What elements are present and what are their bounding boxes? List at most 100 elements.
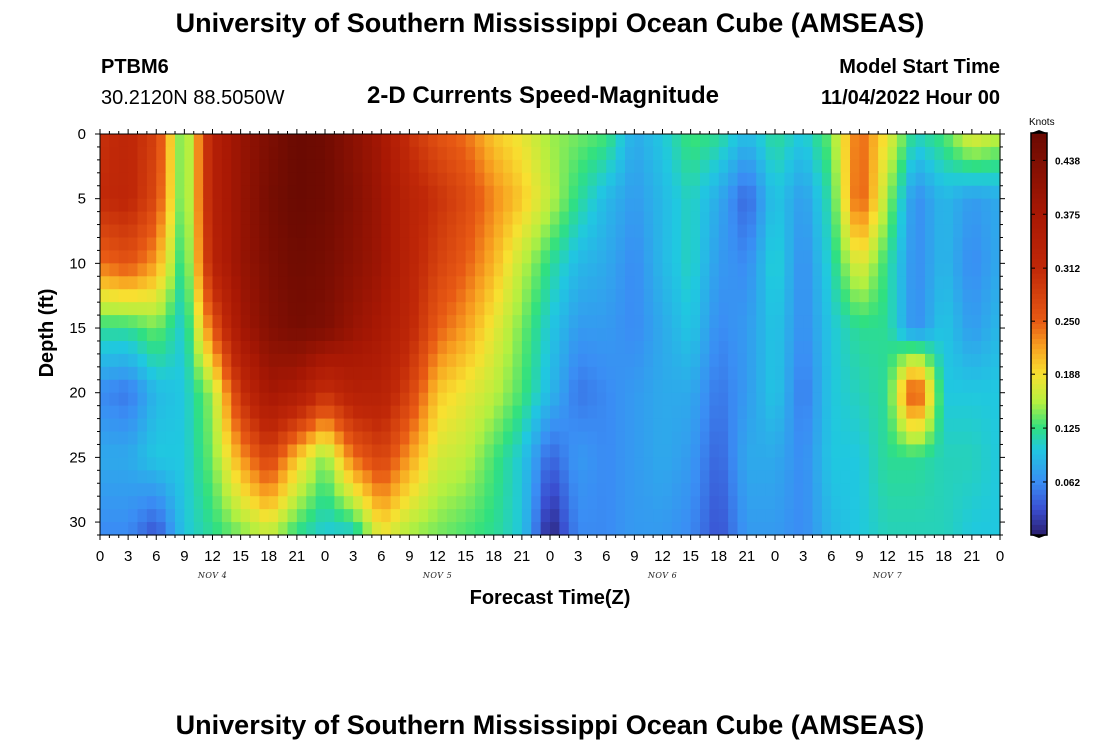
heatmap-cell bbox=[203, 250, 214, 264]
heatmap-cell bbox=[643, 431, 654, 446]
heatmap-cell bbox=[418, 431, 429, 446]
heatmap-cell bbox=[428, 405, 439, 420]
heatmap-cell bbox=[803, 315, 814, 329]
heatmap-cell bbox=[700, 146, 710, 161]
colorbar-swatch bbox=[1031, 203, 1047, 209]
heatmap-cell bbox=[475, 276, 485, 290]
heatmap-cell bbox=[662, 444, 673, 458]
heatmap-cell bbox=[606, 431, 617, 446]
heatmap-cell bbox=[437, 392, 448, 407]
heatmap-cell bbox=[128, 496, 139, 510]
heatmap-cell bbox=[896, 509, 907, 523]
heatmap-cell bbox=[521, 198, 532, 213]
colorbar-swatch bbox=[1031, 354, 1047, 360]
heatmap-cell bbox=[409, 457, 420, 471]
heatmap-cell bbox=[737, 366, 748, 381]
heatmap-cell bbox=[278, 340, 289, 355]
heatmap-cell bbox=[868, 340, 879, 355]
x-tick-label: 12 bbox=[204, 548, 221, 565]
heatmap-cell bbox=[221, 444, 232, 458]
heatmap-cell bbox=[587, 198, 598, 213]
heatmap-cell bbox=[653, 522, 664, 536]
heatmap-cell bbox=[371, 224, 382, 239]
heatmap-cell bbox=[334, 185, 345, 200]
heatmap-cell bbox=[315, 509, 326, 523]
heatmap-cell bbox=[625, 263, 635, 277]
heatmap-cell bbox=[925, 366, 935, 381]
heatmap-cell bbox=[906, 444, 917, 458]
colorbar-tick-label: 0.312 bbox=[1055, 264, 1080, 275]
heatmap-cell bbox=[240, 315, 251, 329]
heatmap-cell bbox=[278, 289, 289, 303]
heatmap-cell bbox=[728, 134, 739, 148]
heatmap-cell bbox=[896, 237, 907, 252]
heatmap-cell bbox=[971, 328, 982, 342]
heatmap-cell bbox=[550, 457, 560, 471]
heatmap-cell bbox=[203, 470, 214, 484]
heatmap-cell bbox=[718, 418, 729, 433]
heatmap-cell bbox=[296, 444, 307, 458]
heatmap-cell bbox=[690, 289, 701, 303]
heatmap-cell bbox=[737, 431, 748, 446]
heatmap-cell bbox=[428, 289, 439, 303]
heatmap-cell bbox=[550, 522, 560, 536]
heatmap-cell bbox=[756, 522, 767, 536]
heatmap-cell bbox=[953, 263, 964, 277]
heatmap-cell bbox=[578, 353, 589, 368]
heatmap-cell bbox=[596, 444, 607, 458]
heatmap-cell bbox=[343, 250, 354, 264]
heatmap-cell bbox=[700, 379, 710, 394]
heatmap-cell bbox=[306, 211, 317, 226]
heatmap-cell bbox=[193, 302, 204, 316]
heatmap-cell bbox=[362, 172, 373, 187]
heatmap-cell bbox=[362, 211, 373, 226]
heatmap-cell bbox=[746, 159, 757, 174]
heatmap-cell bbox=[568, 237, 579, 252]
heatmap-cell bbox=[503, 146, 514, 161]
heatmap-cell bbox=[550, 237, 560, 252]
heatmap-cell bbox=[418, 159, 429, 174]
heatmap-cell bbox=[587, 470, 598, 484]
heatmap-cell bbox=[596, 211, 607, 226]
heatmap-cell bbox=[568, 328, 579, 342]
heatmap-cell bbox=[456, 289, 467, 303]
heatmap-cell bbox=[681, 496, 692, 510]
heatmap-cell bbox=[896, 224, 907, 239]
heatmap-cell bbox=[456, 315, 467, 329]
heatmap-cell bbox=[906, 211, 917, 226]
heatmap-cell bbox=[334, 211, 345, 226]
heatmap-cell bbox=[896, 185, 907, 200]
heatmap-cell bbox=[681, 431, 692, 446]
heatmap-cell bbox=[681, 366, 692, 381]
heatmap-cell bbox=[503, 172, 514, 187]
heatmap-cell bbox=[531, 405, 542, 420]
heatmap-cell bbox=[587, 315, 598, 329]
heatmap-cell bbox=[943, 237, 954, 252]
heatmap-cell bbox=[418, 224, 429, 239]
heatmap-cell bbox=[118, 353, 129, 368]
heatmap-cell bbox=[700, 522, 710, 536]
heatmap-cell bbox=[953, 418, 964, 433]
heatmap-cell bbox=[671, 522, 682, 536]
heatmap-cell bbox=[934, 224, 945, 239]
heatmap-cell bbox=[531, 392, 542, 407]
heatmap-cell bbox=[981, 302, 992, 316]
heatmap-cell bbox=[278, 392, 289, 407]
heatmap-cell bbox=[765, 496, 776, 510]
heatmap-cell bbox=[878, 353, 889, 368]
heatmap-cell bbox=[156, 405, 167, 420]
heatmap-cell bbox=[606, 289, 617, 303]
heatmap-cell bbox=[343, 379, 354, 394]
heatmap-cell bbox=[540, 276, 551, 290]
heatmap-cell bbox=[428, 496, 439, 510]
heatmap-cell bbox=[390, 509, 401, 523]
heatmap-cell bbox=[559, 431, 570, 446]
x-axis-title: Forecast Time(Z) bbox=[470, 587, 631, 609]
heatmap-cell bbox=[662, 134, 673, 148]
heatmap-cell bbox=[643, 379, 654, 394]
heatmap-cell bbox=[953, 237, 964, 252]
heatmap-cell bbox=[859, 353, 870, 368]
heatmap-cell bbox=[371, 328, 382, 342]
heatmap-cell bbox=[803, 302, 814, 316]
heatmap-cell bbox=[550, 276, 560, 290]
